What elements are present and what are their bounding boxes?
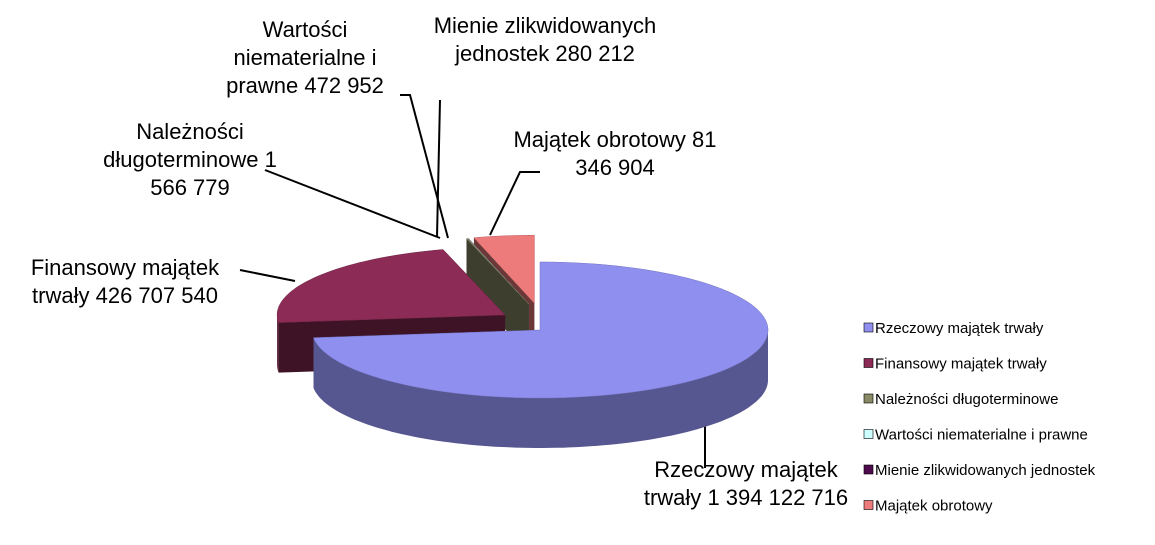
label-name: Wartości niematerialne i prawne xyxy=(226,17,377,98)
legend: Rzeczowy majątek trwały Finansowy majątek… xyxy=(863,320,1096,515)
data-label: Należności długoterminowe 1 566 779 xyxy=(90,118,290,202)
data-label: Majątek obrotowy 81 346 904 xyxy=(500,126,730,182)
legend-label: Należności długoterminowe xyxy=(875,391,1058,408)
leader-line xyxy=(436,99,441,238)
leader-line xyxy=(239,269,296,282)
slice xyxy=(313,261,769,399)
legend-label: Rzeczowy majątek trwały xyxy=(875,320,1044,337)
label-name: Rzeczowy majątek trwały xyxy=(643,457,838,510)
label-name: Należności długoterminowe xyxy=(103,119,259,172)
slice xyxy=(276,249,506,323)
label-name: Mienie zlikwidowanych jednostek xyxy=(433,13,657,66)
legend-swatch xyxy=(863,358,874,368)
leader-lines xyxy=(239,94,706,468)
legend-label: Mienie zlikwidowanych jednostek xyxy=(875,462,1096,479)
legend-label: Wartości niematerialne i prawne xyxy=(875,427,1088,444)
slice xyxy=(465,238,529,305)
data-label: Finansowy majątek trwały 426 707 540 xyxy=(10,254,240,310)
legend-swatch xyxy=(863,464,874,475)
legend-swatch xyxy=(863,393,874,404)
legend-label: Majątek obrotowy xyxy=(875,498,993,515)
label-value: 472 952 xyxy=(304,73,384,98)
leader-line xyxy=(489,171,540,236)
label-name: Majątek obrotowy xyxy=(513,127,686,152)
slice-side xyxy=(277,315,279,373)
legend-swatch xyxy=(863,429,874,439)
label-value: 81 346 904 xyxy=(575,127,717,180)
label-value: 1 566 779 xyxy=(150,147,277,200)
slice-wall xyxy=(467,238,529,354)
leader-line xyxy=(400,94,449,239)
slice xyxy=(473,234,535,304)
legend-label: Finansowy majątek trwały xyxy=(875,356,1047,373)
data-label: Rzeczowy majątek trwały 1 394 122 716 xyxy=(632,456,860,512)
slice-side xyxy=(313,330,768,448)
data-label: Mienie zlikwidowanych jednostek 280 212 xyxy=(430,12,660,68)
label-value: 280 212 xyxy=(555,41,635,66)
legend-swatch xyxy=(863,322,874,333)
legend-swatch xyxy=(863,500,874,510)
label-value: 1 394 122 716 xyxy=(707,485,849,510)
leader-line xyxy=(264,169,441,239)
label-value: 426 707 540 xyxy=(95,283,218,308)
label-name: Finansowy majątek trwały xyxy=(30,255,220,308)
pie xyxy=(276,234,769,448)
data-label: Wartości niematerialne i prawne 472 952 xyxy=(215,16,395,100)
